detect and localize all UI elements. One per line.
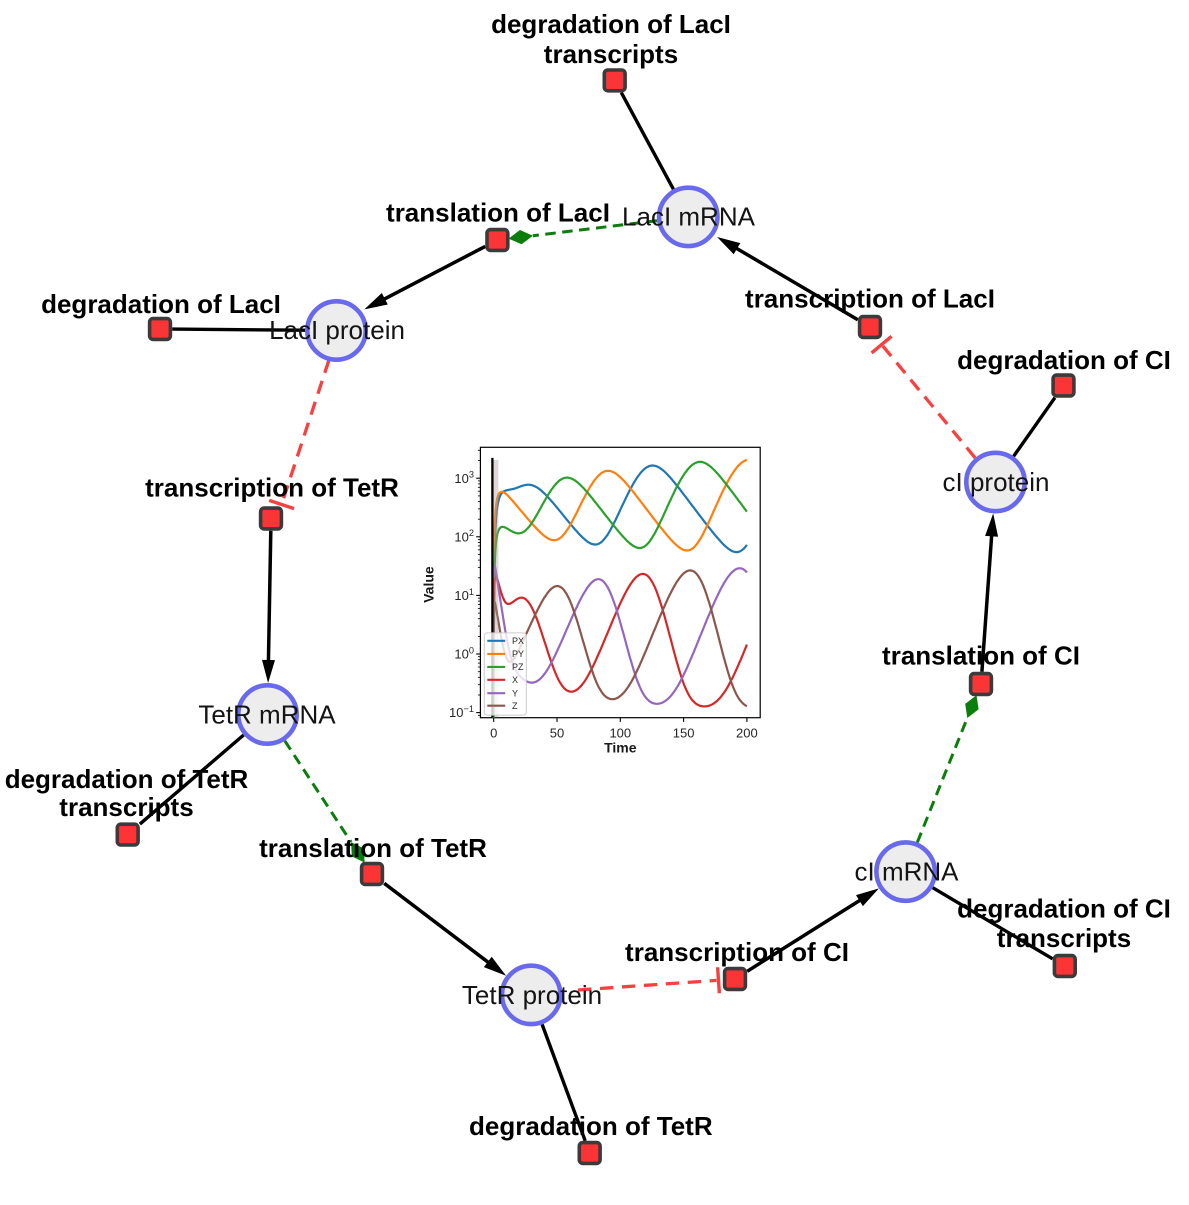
svg-text:PZ: PZ <box>512 662 524 672</box>
svg-text:Y: Y <box>512 688 518 698</box>
svg-text:degradation of LacI: degradation of LacI <box>491 9 731 39</box>
svg-text:50: 50 <box>550 725 564 740</box>
svg-text:translation of TetR: translation of TetR <box>259 833 487 863</box>
svg-text:Time: Time <box>604 739 637 755</box>
svg-text:PY: PY <box>512 649 524 659</box>
svg-text:transcription of TetR: transcription of TetR <box>145 473 399 503</box>
svg-text:LacI protein: LacI protein <box>269 315 405 345</box>
svg-text:transcripts: transcripts <box>997 923 1131 953</box>
svg-text:TetR mRNA: TetR mRNA <box>198 700 336 730</box>
svg-text:0: 0 <box>490 725 497 740</box>
svg-text:TetR protein: TetR protein <box>462 980 602 1010</box>
svg-text:degradation of TetR: degradation of TetR <box>5 764 249 794</box>
svg-text:cI mRNA: cI mRNA <box>855 857 960 887</box>
svg-text:degradation of CI: degradation of CI <box>957 345 1171 375</box>
svg-text:translation of LacI: translation of LacI <box>386 198 610 228</box>
svg-text:200: 200 <box>736 725 758 740</box>
svg-text:degradation of LacI: degradation of LacI <box>41 289 281 319</box>
svg-text:transcription of CI: transcription of CI <box>625 937 849 967</box>
svg-text:translation of CI: translation of CI <box>882 641 1080 671</box>
svg-text:LacI mRNA: LacI mRNA <box>622 201 756 231</box>
svg-text:transcripts: transcripts <box>544 39 678 69</box>
svg-text:150: 150 <box>673 725 695 740</box>
svg-text:degradation of TetR: degradation of TetR <box>469 1111 713 1141</box>
svg-text:transcripts: transcripts <box>59 792 193 822</box>
svg-text:PX: PX <box>512 636 524 646</box>
svg-text:X: X <box>512 675 518 685</box>
svg-text:Value: Value <box>420 566 436 603</box>
svg-text:Z: Z <box>512 701 518 711</box>
svg-text:100: 100 <box>609 725 631 740</box>
svg-text:cI protein: cI protein <box>943 467 1050 497</box>
svg-text:transcription of LacI: transcription of LacI <box>745 284 995 314</box>
svg-text:degradation of CI: degradation of CI <box>957 894 1171 924</box>
